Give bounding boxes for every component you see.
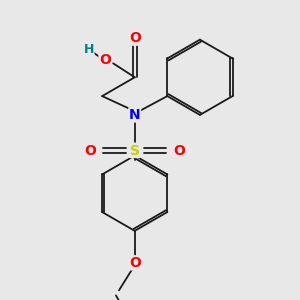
Text: S: S: [130, 143, 140, 158]
Text: O: O: [129, 31, 141, 45]
Text: O: O: [174, 143, 185, 158]
Text: O: O: [129, 256, 141, 270]
Text: H: H: [84, 43, 94, 56]
Text: N: N: [129, 108, 141, 122]
Text: O: O: [99, 53, 111, 67]
Text: O: O: [84, 143, 96, 158]
